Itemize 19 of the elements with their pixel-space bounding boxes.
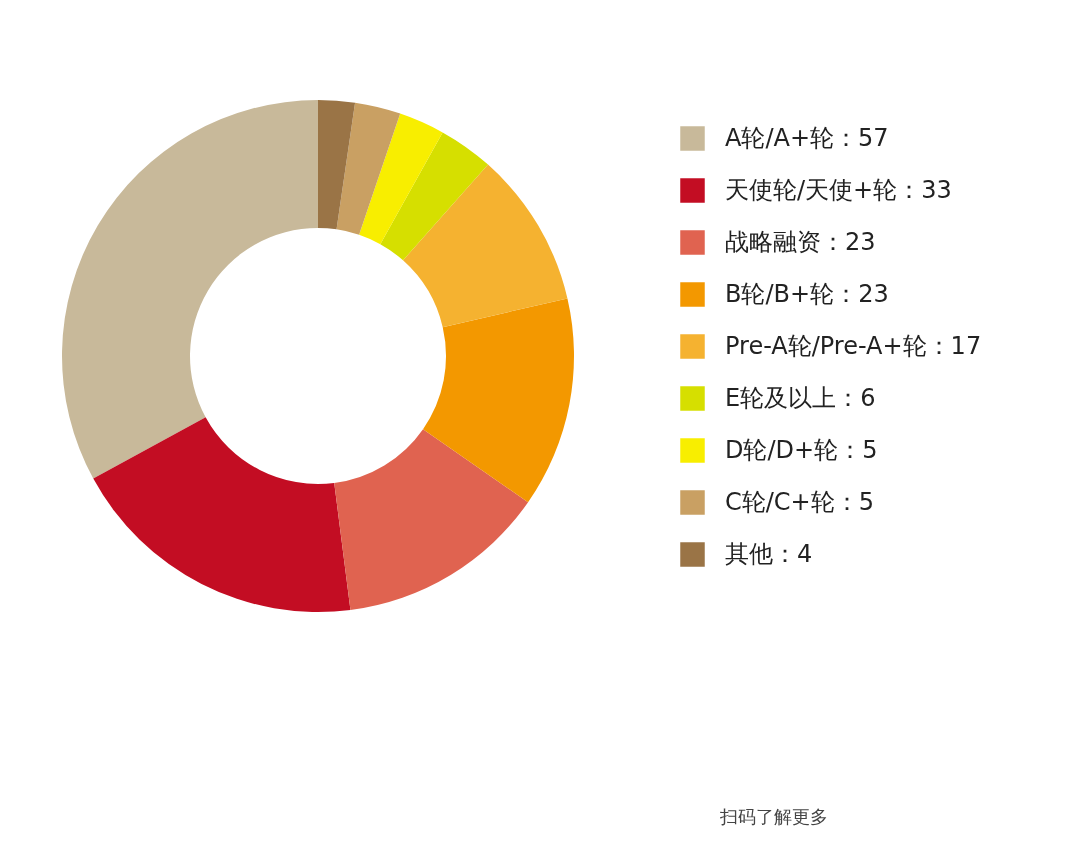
legend-label: 战略融资：23 [725,227,876,256]
donut-slice [359,113,443,245]
donut-slice [62,100,318,479]
donut-slice [93,417,351,612]
donut-slice [336,102,401,235]
legend-label: A轮/A+轮：57 [725,123,889,152]
legend-label: E轮及以上：6 [725,383,876,412]
text: 扫码了解更多 [719,806,828,827]
donut-slice [380,132,489,261]
legend-label: 天使轮/天使+轮：33 [725,175,952,204]
legend-label: B轮/B+轮：23 [725,279,889,308]
donut-slice [423,298,574,503]
donut-slice [334,429,529,610]
legend-label: C轮/C+轮：5 [725,487,874,516]
donut-slice [403,164,568,328]
donut-slice [318,100,356,230]
legend-label: D轮/D+轮：5 [725,435,878,464]
legend-label: Pre-A轮/Pre-A+轮：17 [725,331,982,360]
legend-label: 其他：4 [725,539,813,568]
